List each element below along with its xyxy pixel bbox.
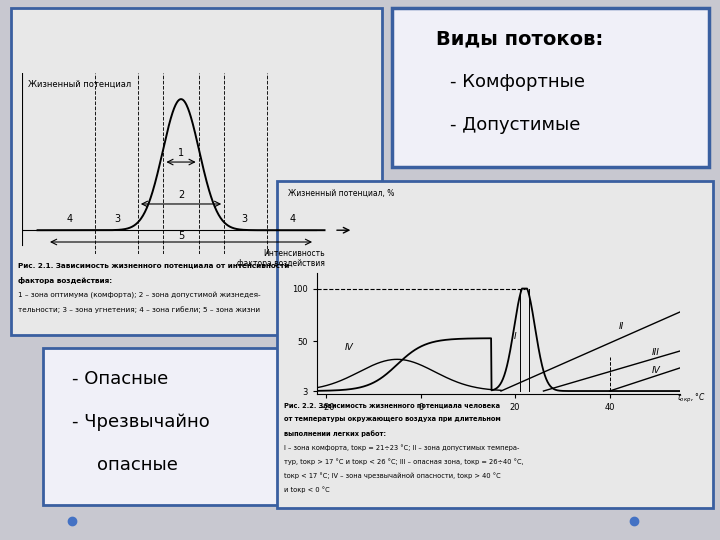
Text: IV: IV xyxy=(345,343,354,352)
FancyBboxPatch shape xyxy=(392,8,709,167)
Text: тур, tокр > 17 °C и tокр < 26 °C; III – опасная зона, tокр = 26÷40 °C,: тур, tокр > 17 °C и tокр < 26 °C; III – … xyxy=(284,458,524,465)
Text: I: I xyxy=(514,332,516,341)
Text: Жизненный потенциал: Жизненный потенциал xyxy=(28,79,131,89)
Text: Рис. 2.1. Зависимость жизненного потенциала от интенсивности: Рис. 2.1. Зависимость жизненного потенци… xyxy=(18,262,289,268)
Text: 5: 5 xyxy=(178,231,184,241)
Text: - Опасные: - Опасные xyxy=(72,370,168,388)
Text: 4: 4 xyxy=(289,214,296,224)
FancyBboxPatch shape xyxy=(11,8,382,335)
Text: - Комфортные: - Комфортные xyxy=(450,73,585,91)
Text: от температуры окружающего воздуха при длительном: от температуры окружающего воздуха при д… xyxy=(284,416,501,422)
Text: фактора воздействия:: фактора воздействия: xyxy=(18,277,112,284)
Text: выполнении легких работ:: выполнении легких работ: xyxy=(284,430,387,437)
FancyBboxPatch shape xyxy=(43,348,302,505)
Text: 3: 3 xyxy=(242,214,248,224)
FancyBboxPatch shape xyxy=(277,181,713,508)
Text: 1 – зона оптимума (комфорта); 2 – зона допустимой жизнедея-: 1 – зона оптимума (комфорта); 2 – зона д… xyxy=(18,292,261,299)
Text: 4: 4 xyxy=(66,214,73,224)
Text: опасные: опасные xyxy=(97,456,178,474)
Text: Виды потоков:: Виды потоков: xyxy=(436,30,603,49)
Text: II: II xyxy=(619,322,624,330)
Text: I – зона комфорта, tокр = 21÷23 °C; II – зона допустимых темпера-: I – зона комфорта, tокр = 21÷23 °C; II –… xyxy=(284,444,520,451)
Text: $t_{окр}$, °C: $t_{окр}$, °C xyxy=(677,392,706,404)
Text: 3: 3 xyxy=(114,214,120,224)
Text: Жизненный потенциал, %: Жизненный потенциал, % xyxy=(288,189,395,198)
Text: Интенсивность
фактора воздействия: Интенсивность фактора воздействия xyxy=(237,248,325,268)
Text: III: III xyxy=(652,348,660,357)
Text: - Допустимые: - Допустимые xyxy=(450,116,580,134)
Text: tокр < 17 °C; IV – зона чрезвычайной опасности, tокр > 40 °C: tокр < 17 °C; IV – зона чрезвычайной опа… xyxy=(284,472,501,479)
Text: IV: IV xyxy=(652,366,661,375)
Text: и tокр < 0 °C: и tокр < 0 °C xyxy=(284,487,330,493)
Text: 2: 2 xyxy=(178,190,184,200)
Text: 1: 1 xyxy=(178,148,184,158)
Text: - Чрезвычайно: - Чрезвычайно xyxy=(72,413,210,431)
Text: тельности; 3 – зона угнетения; 4 – зона гибели; 5 – зона жизни: тельности; 3 – зона угнетения; 4 – зона … xyxy=(18,306,260,313)
Text: Рис. 2.2. Зависимость жизненного потенциала человека: Рис. 2.2. Зависимость жизненного потенци… xyxy=(284,402,500,408)
